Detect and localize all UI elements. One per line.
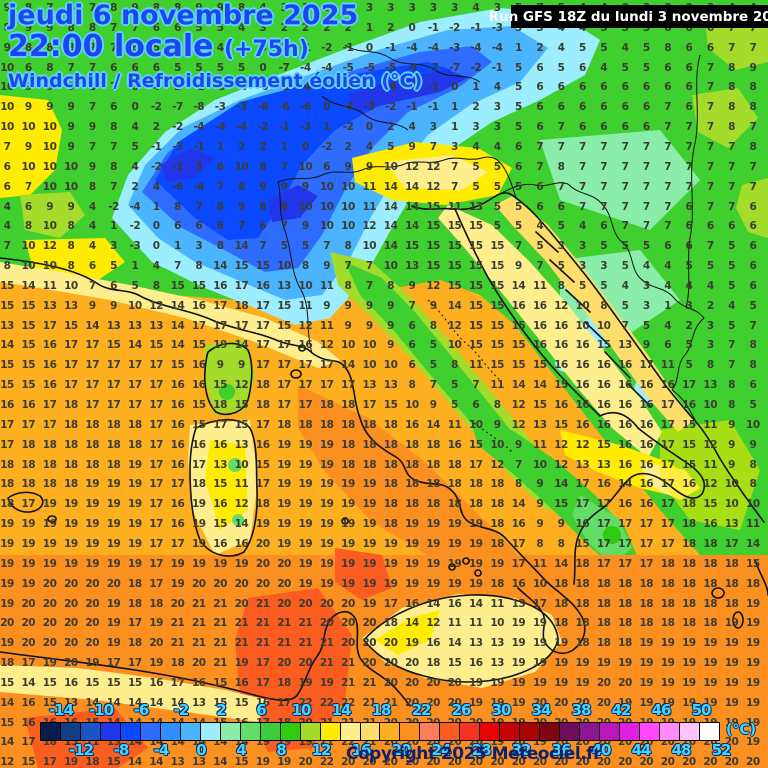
- model-run-box: Run GFS 18Z du lundi 3 novembre 2025: [489, 5, 768, 28]
- model-run-label: Run GFS 18Z du lundi 3 novembre 2025: [489, 9, 768, 25]
- country-borders: [277, 44, 705, 453]
